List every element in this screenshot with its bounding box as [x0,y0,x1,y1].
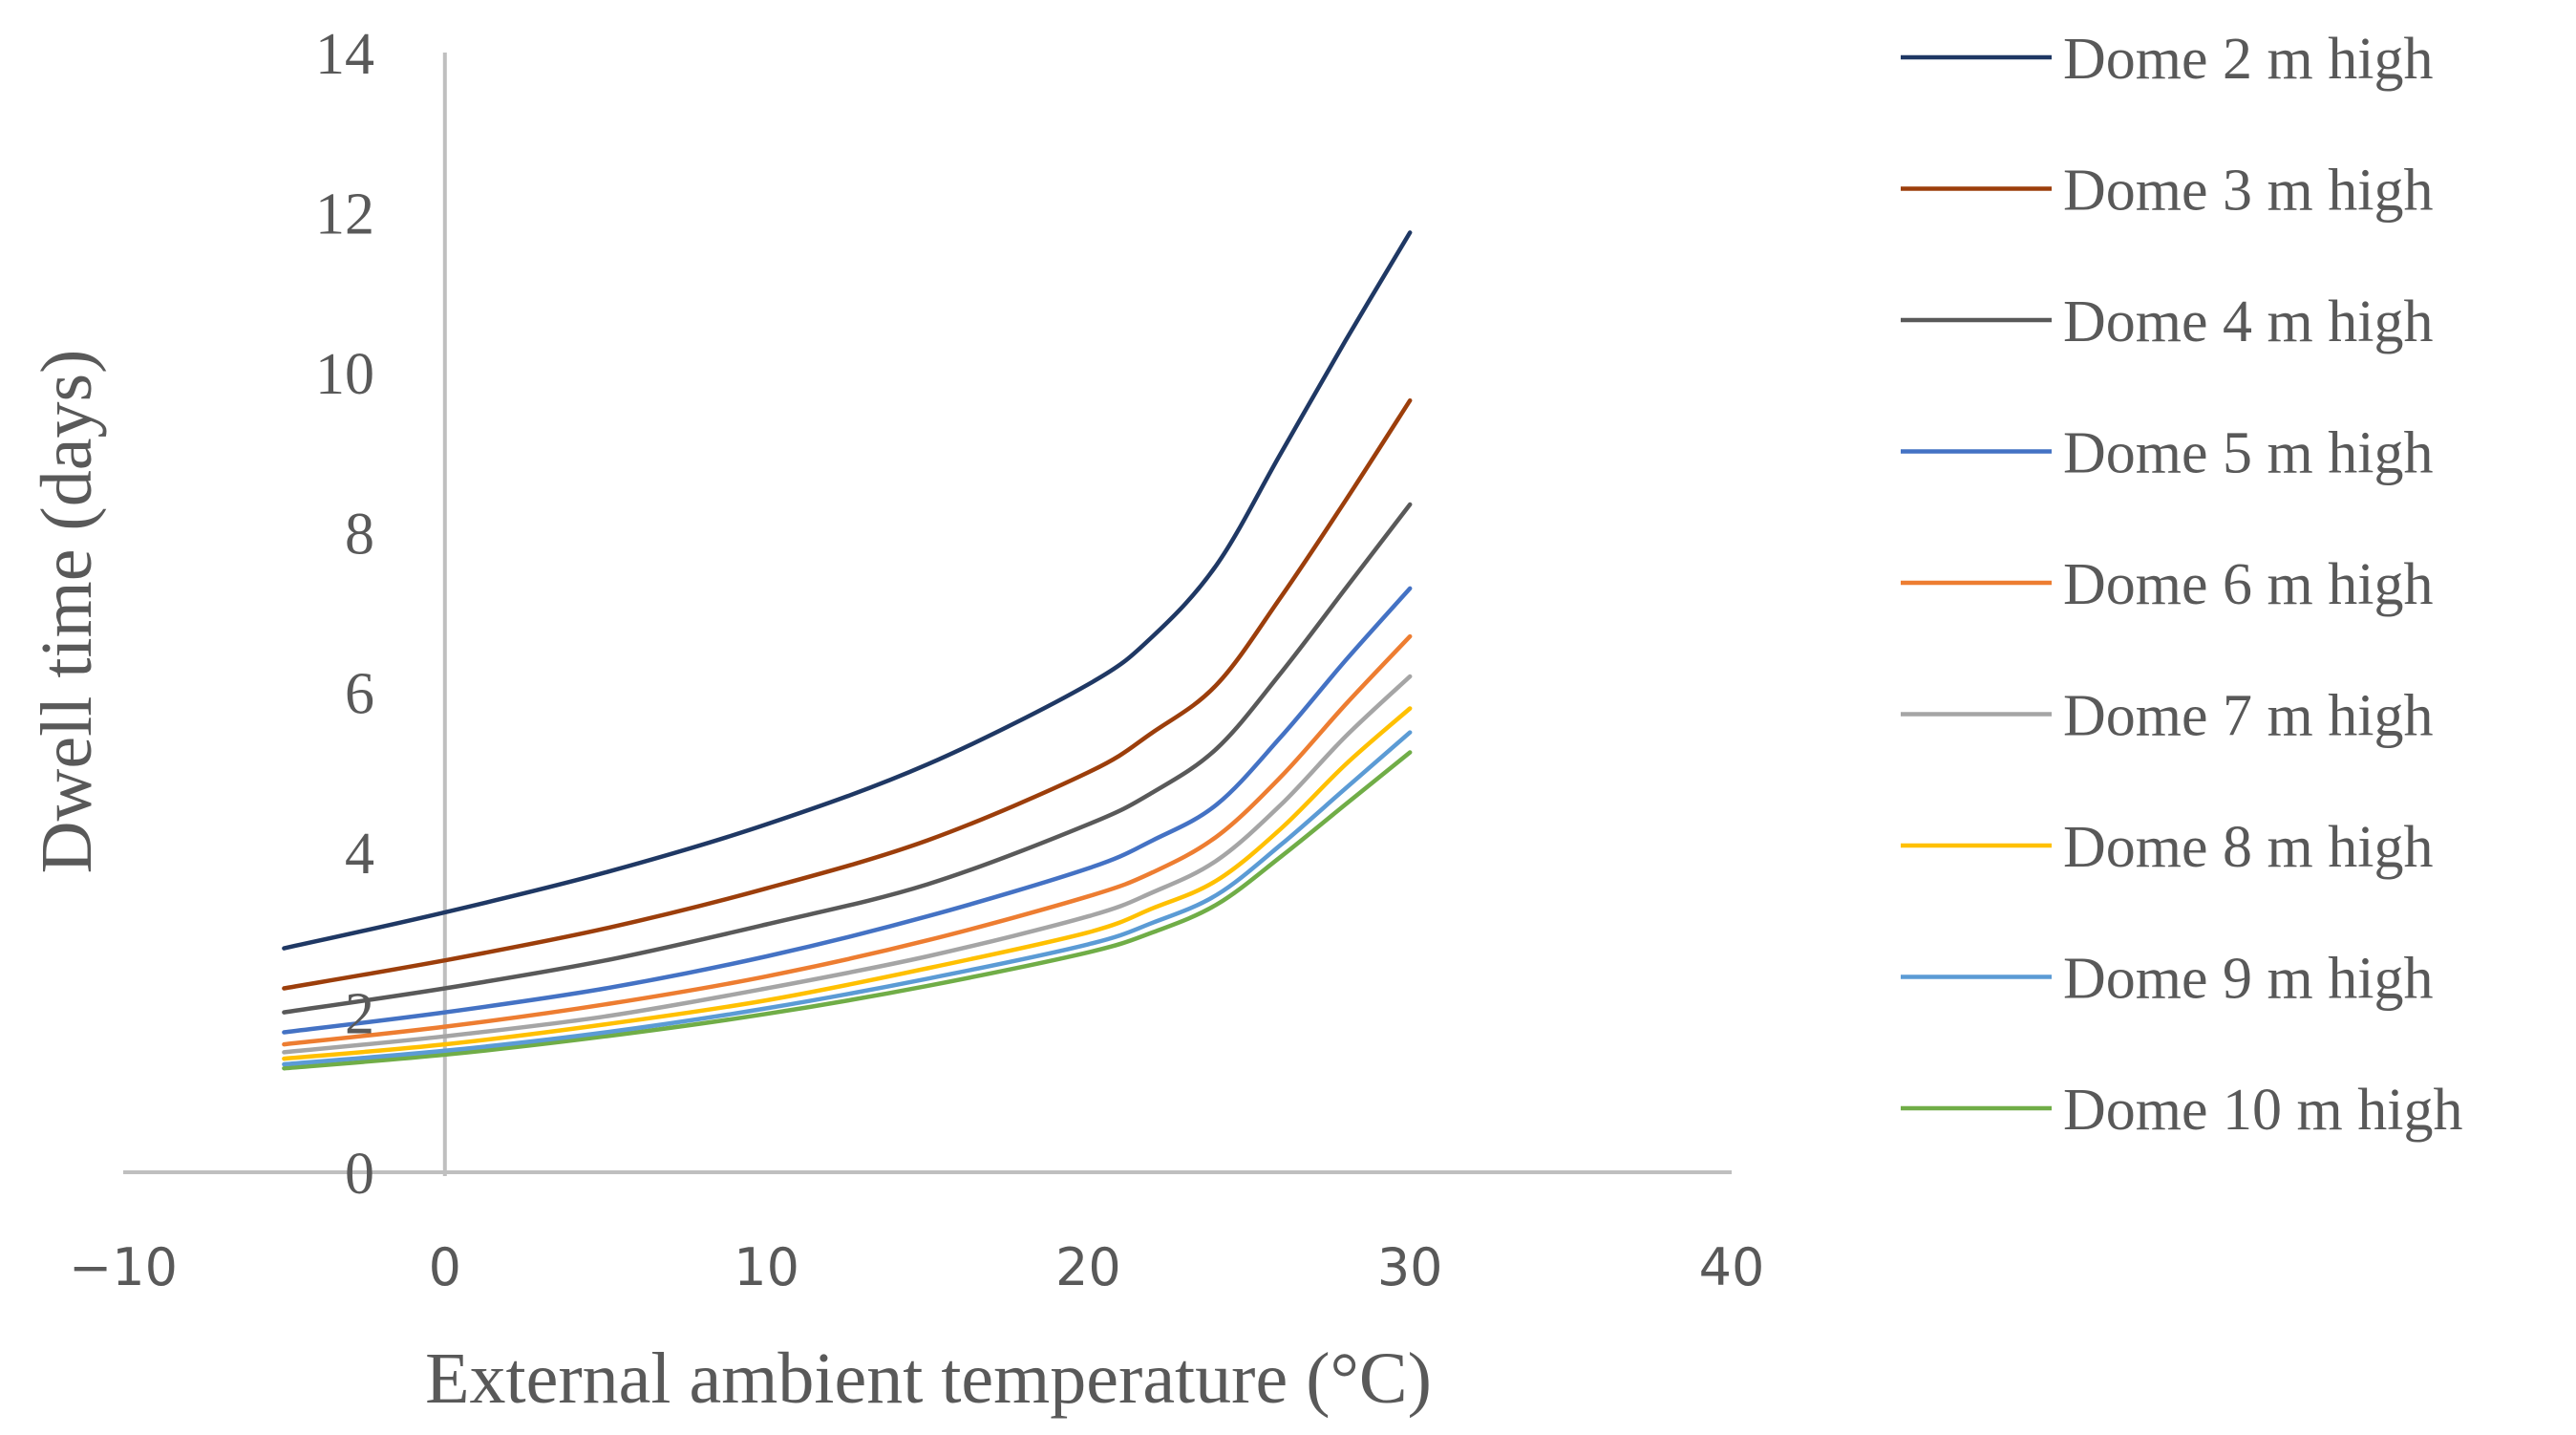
x-tick-label: 30 [1377,1237,1443,1297]
legend-label: Dome 3 m high [2063,159,2433,224]
legend-item-dome-7-m-high: Dome 7 m high [1901,684,2433,749]
legend-label: Dome 4 m high [2063,289,2433,354]
legend-label: Dome 2 m high [2063,27,2433,92]
tick-labels: 0 2 4 6 8 10 12 14 −10 0 10 20 30 40 [69,22,1764,1297]
legend-item-dome-3-m-high: Dome 3 m high [1901,159,2433,224]
legend-item-dome-10-m-high: Dome 10 m high [1901,1078,2462,1143]
legend-label: Dome 8 m high [2063,815,2433,880]
series-line-dome-3-m-high [282,397,1413,991]
series-line-dome-5-m-high [282,586,1413,1035]
series-line-dome-6-m-high [282,633,1413,1047]
y-tick-label: 4 [345,822,374,887]
legend-item-dome-5-m-high: Dome 5 m high [1901,421,2433,486]
legend: Dome 2 m high Dome 3 m high Dome 4 m high D… [1901,27,2462,1143]
x-tick-label: 10 [734,1237,799,1297]
y-tick-label: 10 [315,342,374,407]
series-lines [282,230,1413,1071]
y-tick-label: 14 [315,22,374,87]
x-tick-label: −10 [69,1237,178,1297]
y-tick-label: 0 [345,1142,374,1207]
legend-item-dome-9-m-high: Dome 9 m high [1901,947,2433,1012]
legend-label: Dome 5 m high [2063,421,2433,486]
series-line-dome-2-m-high [282,230,1413,951]
y-tick-label: 8 [345,502,374,567]
series-line-dome-7-m-high [282,674,1413,1055]
x-axis-title: External ambient temperature (°C) [425,1339,1432,1419]
y-tick-label: 12 [315,182,374,246]
y-axis-title: Dwell time (days) [27,350,107,874]
legend-label: Dome 9 m high [2063,947,2433,1012]
series-line-dome-9-m-high [282,730,1413,1067]
series-line-dome-4-m-high [282,502,1413,1015]
series-line-dome-10-m-high [282,750,1413,1071]
y-tick-label: 6 [345,662,374,727]
legend-label: Dome 6 m high [2063,552,2433,617]
legend-label: Dome 10 m high [2063,1078,2462,1143]
legend-item-dome-4-m-high: Dome 4 m high [1901,289,2433,354]
legend-item-dome-2-m-high: Dome 2 m high [1901,27,2433,92]
x-tick-label: 0 [429,1237,461,1297]
legend-item-dome-6-m-high: Dome 6 m high [1901,552,2433,617]
x-tick-label: 20 [1055,1237,1121,1297]
series-line-dome-8-m-high [282,706,1413,1061]
legend-item-dome-8-m-high: Dome 8 m high [1901,815,2433,880]
legend-label: Dome 7 m high [2063,684,2433,749]
x-tick-label: 40 [1699,1237,1765,1297]
y-tick-label: 2 [345,982,374,1047]
